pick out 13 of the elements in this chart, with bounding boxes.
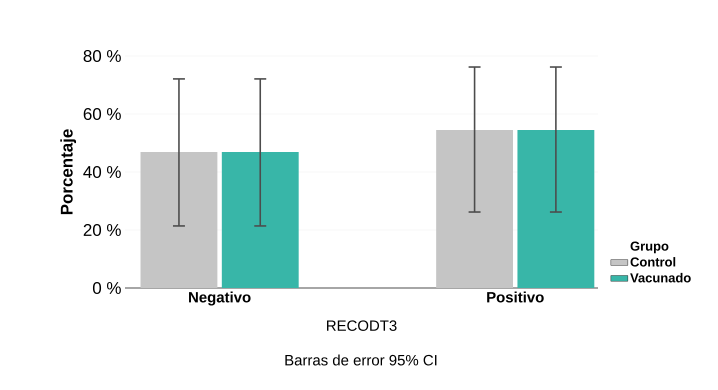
text: Barras de error 95% CI — [285, 354, 436, 366]
x-axis-title: RECODT3 — [327, 320, 397, 331]
x-tick-label: Positivo — [487, 292, 544, 302]
y-tick-label: 60 % — [84, 108, 121, 120]
legend-label: Vacunado — [630, 272, 691, 282]
y-tick-label: 80 % — [84, 50, 121, 62]
legend-title: Grupo — [630, 242, 668, 254]
y-tick-label: 20 % — [84, 224, 121, 236]
y-axis-title: Porcentaje — [60, 129, 76, 214]
y-tick-label: 0 % — [92, 282, 121, 294]
x-tick-label: Negativo — [189, 292, 251, 306]
legend-label: Control — [630, 257, 676, 267]
y-tick-label: 40 % — [83, 166, 121, 178]
